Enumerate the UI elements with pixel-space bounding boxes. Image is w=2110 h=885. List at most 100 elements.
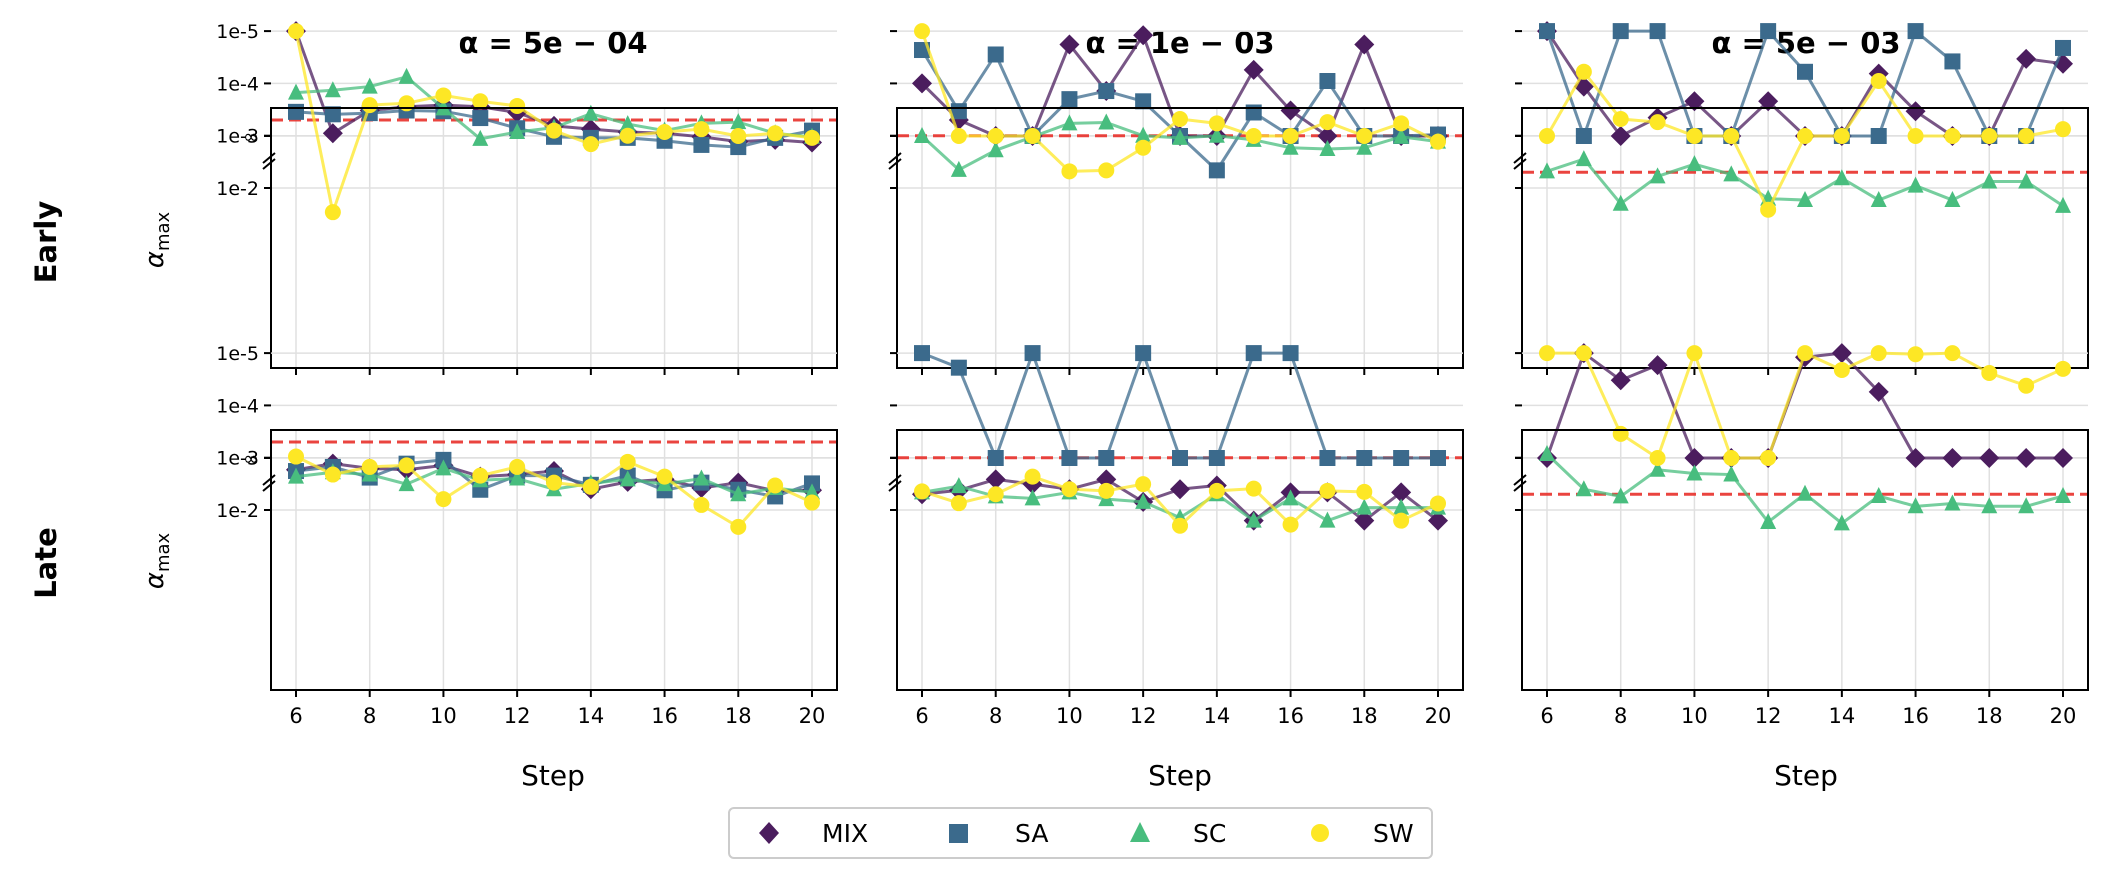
marker-sc: [1797, 191, 1813, 208]
marker-sw: [1098, 482, 1115, 499]
marker-mix: [912, 73, 932, 94]
marker-sc: [619, 470, 636, 487]
marker-sw: [398, 457, 415, 474]
marker-sc: [1245, 511, 1262, 528]
y-tick-label: 1e-5: [216, 343, 259, 365]
marker-sc: [1061, 114, 1078, 131]
panel-2: [888, 23, 1464, 375]
x-tick-label: 16: [1277, 704, 1304, 728]
marker-sa: [693, 136, 710, 153]
x-tick-label: 16: [651, 704, 678, 728]
marker-sa: [950, 359, 967, 376]
marker-sw: [1393, 115, 1410, 132]
x-tick-label: 18: [725, 704, 752, 728]
marker-sw: [546, 122, 562, 139]
marker-sw: [1907, 128, 1924, 144]
marker-sc: [1575, 480, 1592, 497]
marker-sc: [398, 475, 415, 492]
axis-break-mark: [1513, 152, 1527, 164]
marker-sw: [582, 136, 599, 153]
marker-sa: [1245, 345, 1262, 362]
y-tick-label: 1e-4: [216, 395, 259, 417]
marker-mix: [985, 469, 1006, 490]
marker-mix: [1243, 59, 1264, 80]
marker-sc: [1135, 126, 1152, 143]
marker-sa: [730, 139, 747, 156]
marker-sw: [1944, 128, 1961, 144]
marker-sc: [804, 483, 820, 500]
marker-mix: [1905, 448, 1926, 468]
marker-sa: [1393, 450, 1410, 466]
legend: MIX SA SC SW: [728, 807, 1433, 859]
marker-sw: [324, 204, 341, 221]
marker-sc: [619, 115, 636, 132]
x-tick-label: 18: [1976, 704, 2003, 728]
marker-mix: [1684, 91, 1705, 112]
marker-sw: [1024, 468, 1041, 485]
marker-sc: [1319, 511, 1336, 528]
row-label-early: Early: [29, 201, 63, 284]
x-tick-label: 14: [577, 704, 604, 728]
marker-mix: [1905, 101, 1926, 122]
marker-sw: [1356, 483, 1373, 500]
marker-sa: [1575, 128, 1592, 144]
panel-5: 6 8 10 12 14 16 18 20: [888, 345, 1464, 728]
legend-marker-mix: [759, 822, 779, 844]
x-tick-label: 8: [363, 704, 376, 728]
marker-sw: [1539, 345, 1555, 362]
marker-sa: [1282, 345, 1299, 362]
axis-break-mark: [888, 152, 902, 164]
marker-sw: [656, 468, 673, 485]
marker-sw: [1319, 482, 1336, 499]
marker-sc: [2018, 172, 2035, 189]
panel-4: 1e-5 1e-4 1e-3 1e-2 ∞ 6 8 10 12 14 16 18 20: [216, 343, 838, 728]
y-tick-label: 1e-3: [216, 126, 259, 148]
marker-sa: [1208, 162, 1225, 179]
marker-sw: [1833, 361, 1850, 378]
marker-sc: [1208, 126, 1225, 143]
marker-sc: [1760, 513, 1777, 530]
marker-sw: [472, 93, 489, 110]
x-tick-label: 12: [1755, 704, 1782, 728]
marker-sc: [1870, 191, 1887, 208]
panel-frame: [896, 429, 1464, 691]
marker-sw: [1686, 345, 1703, 362]
marker-sc: [1172, 128, 1188, 145]
marker-sw: [1907, 346, 1924, 363]
marker-sc: [1833, 514, 1850, 531]
marker-mix: [1317, 126, 1338, 146]
x-tick-label: 16: [1902, 704, 1929, 728]
marker-sw: [1760, 450, 1777, 466]
marker-sc: [1686, 155, 1703, 172]
marker-sc: [1612, 194, 1629, 211]
marker-sc: [582, 104, 599, 121]
marker-sw: [1061, 163, 1078, 180]
marker-sa: [1098, 83, 1115, 100]
legend-entry-sc: SC: [1130, 819, 1226, 848]
marker-mix: [1610, 126, 1631, 146]
marker-sw: [1430, 495, 1446, 512]
marker-mix: [2053, 448, 2073, 468]
marker-sa: [1135, 345, 1152, 362]
x-tick-label: 20: [2050, 704, 2077, 728]
marker-sa: [1024, 345, 1041, 362]
marker-sw: [1981, 128, 1998, 144]
marker-sc: [730, 485, 747, 502]
marker-mix: [2016, 48, 2037, 69]
marker-sw: [950, 495, 967, 512]
marker-sc: [435, 459, 452, 476]
marker-sa: [914, 345, 930, 362]
panel-1: 1e-5 1e-4 1e-3 1e-2 ∞: [216, 21, 838, 375]
marker-sa: [1356, 450, 1373, 466]
axis-break-mark: [1513, 480, 1527, 492]
marker-sc: [1649, 167, 1666, 184]
marker-sw: [2055, 121, 2071, 138]
marker-sc: [1575, 150, 1592, 167]
marker-sw: [1797, 345, 1813, 362]
marker-sa: [472, 110, 489, 127]
marker-sw: [950, 128, 967, 144]
marker-sw: [435, 491, 452, 508]
marker-sc: [472, 129, 489, 146]
x-axis-label-3: Step: [1774, 759, 1838, 792]
marker-sw: [1208, 482, 1225, 499]
